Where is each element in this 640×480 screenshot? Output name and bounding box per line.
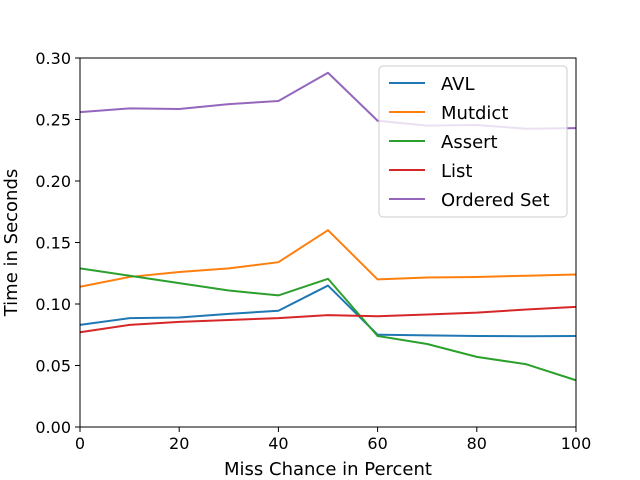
legend-label-avl: AVL bbox=[441, 74, 475, 95]
legend-label-assert: Assert bbox=[441, 132, 498, 153]
x-tick-label: 80 bbox=[467, 434, 487, 453]
series-layer bbox=[79, 71, 577, 382]
y-tick-label: 0.25 bbox=[35, 111, 71, 130]
x-tick-label: 20 bbox=[169, 434, 189, 453]
y-tick-label: 0.05 bbox=[35, 357, 71, 376]
x-tick-label: 60 bbox=[367, 434, 387, 453]
legend-label-mutdict: Mutdict bbox=[441, 103, 508, 124]
legend-label-list: List bbox=[441, 161, 472, 182]
legend: AVL Mutdict Assert List Ordered Set bbox=[378, 65, 568, 218]
series-line-mutdict bbox=[79, 229, 577, 288]
x-tick-label: 40 bbox=[268, 434, 288, 453]
series-line-assert bbox=[79, 267, 577, 382]
x-axis: 0 20 40 60 80 100 bbox=[75, 427, 591, 453]
legend-label-ordered-set: Ordered Set bbox=[441, 190, 550, 211]
legend-box bbox=[378, 65, 568, 218]
series-line-avl bbox=[79, 284, 577, 338]
y-axis: 0.00 0.05 0.10 0.15 0.20 0.25 0.30 bbox=[35, 49, 80, 437]
x-tick-label: 100 bbox=[561, 434, 592, 453]
y-tick-label: 0.20 bbox=[35, 172, 71, 191]
series-line-list bbox=[79, 305, 577, 334]
x-axis-label: Miss Chance in Percent bbox=[224, 459, 432, 480]
y-tick-label: 0.15 bbox=[35, 234, 71, 253]
y-tick-label: 0.10 bbox=[35, 295, 71, 314]
y-tick-label: 0.30 bbox=[35, 49, 71, 68]
y-tick-label: 0.00 bbox=[35, 418, 71, 437]
x-tick-label: 0 bbox=[75, 434, 85, 453]
y-axis-label: Time in Seconds bbox=[1, 169, 22, 318]
